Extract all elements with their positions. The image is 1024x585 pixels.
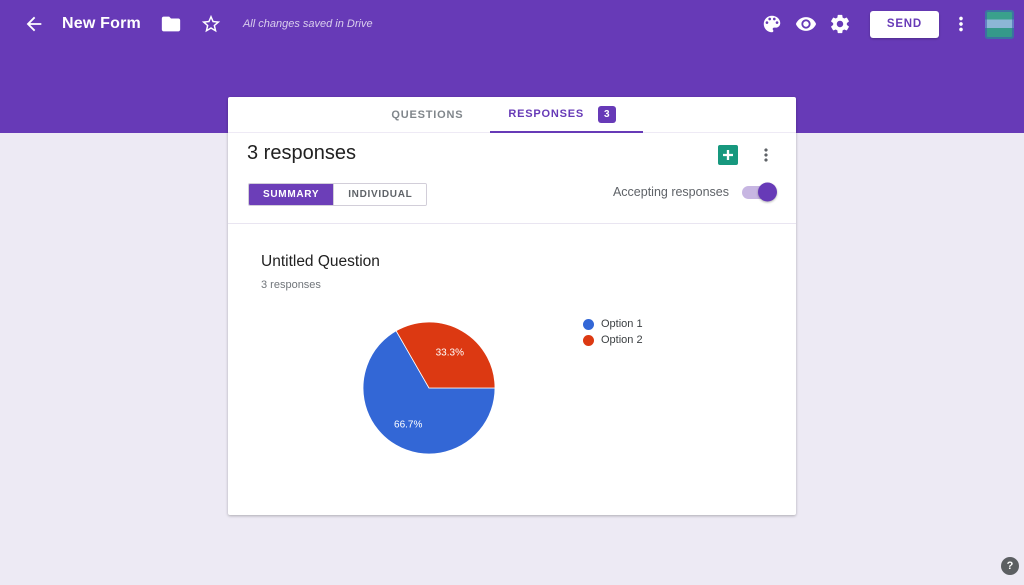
save-status-text: All changes saved in Drive	[242, 18, 373, 30]
account-avatar[interactable]	[985, 9, 1014, 39]
star-outline-icon	[200, 13, 222, 35]
tab-questions[interactable]: QUESTIONS	[381, 97, 473, 132]
pie-chart: 66.7% 33.3%	[362, 321, 496, 455]
spreadsheet-icon	[718, 145, 738, 165]
responses-card: QUESTIONS RESPONSES 3 3 responses SUMMAR…	[228, 97, 796, 515]
kebab-icon	[756, 145, 776, 165]
responses-count-badge: 3	[598, 105, 616, 123]
accepting-responses-toggle[interactable]	[742, 182, 777, 202]
view-switcher: SUMMARY INDIVIDUAL	[248, 183, 428, 206]
tab-questions-label: QUESTIONS	[391, 108, 464, 121]
legend-item: Option 1	[583, 318, 643, 330]
theme-button[interactable]	[760, 12, 784, 36]
chart-legend: Option 1 Option 2	[583, 318, 643, 350]
form-title[interactable]: New Form	[62, 15, 141, 32]
pie-slice-label: 66.7%	[394, 420, 422, 431]
pie-chart-container: 66.7% 33.3%	[362, 321, 496, 455]
pie-slice-label: 33.3%	[436, 348, 464, 359]
send-button[interactable]: SEND	[869, 10, 939, 38]
question-title: Untitled Question	[261, 253, 380, 270]
responses-more-button[interactable]	[756, 145, 776, 165]
responses-heading: 3 responses	[247, 142, 356, 164]
palette-icon	[761, 13, 783, 35]
preview-button[interactable]	[794, 12, 818, 36]
pie-slice	[395, 321, 496, 389]
help-button[interactable]: ?	[1001, 557, 1019, 575]
more-options-button[interactable]	[949, 12, 973, 36]
legend-label: Option 1	[601, 318, 643, 330]
accepting-responses-label: Accepting responses	[612, 185, 729, 199]
section-divider	[228, 223, 796, 224]
legend-label: Option 2	[601, 334, 643, 346]
settings-button[interactable]	[828, 12, 852, 36]
individual-tab-button[interactable]: INDIVIDUAL	[333, 184, 427, 205]
eye-icon	[795, 13, 817, 35]
arrow-back-icon	[23, 13, 45, 35]
kebab-icon	[950, 13, 972, 35]
back-button[interactable]	[22, 12, 46, 36]
legend-dot	[583, 318, 594, 330]
question-response-count: 3 responses	[261, 279, 321, 291]
tab-responses[interactable]: RESPONSES 3	[490, 97, 643, 133]
legend-dot	[583, 334, 594, 346]
tab-responses-label: RESPONSES	[508, 108, 585, 120]
question-mark-icon: ?	[1006, 560, 1014, 572]
tab-bar: QUESTIONS RESPONSES 3	[228, 97, 796, 133]
legend-item: Option 2	[583, 334, 643, 346]
star-button[interactable]	[199, 12, 223, 36]
folder-icon	[160, 13, 182, 35]
topbar: New Form All changes saved in Drive	[0, 0, 1024, 48]
gear-icon	[829, 13, 851, 35]
create-spreadsheet-button[interactable]	[718, 145, 738, 165]
toggle-knob	[758, 182, 777, 202]
summary-tab-button[interactable]: SUMMARY	[249, 184, 334, 205]
pie-slice	[362, 330, 496, 455]
move-to-folder-button[interactable]	[159, 12, 183, 36]
